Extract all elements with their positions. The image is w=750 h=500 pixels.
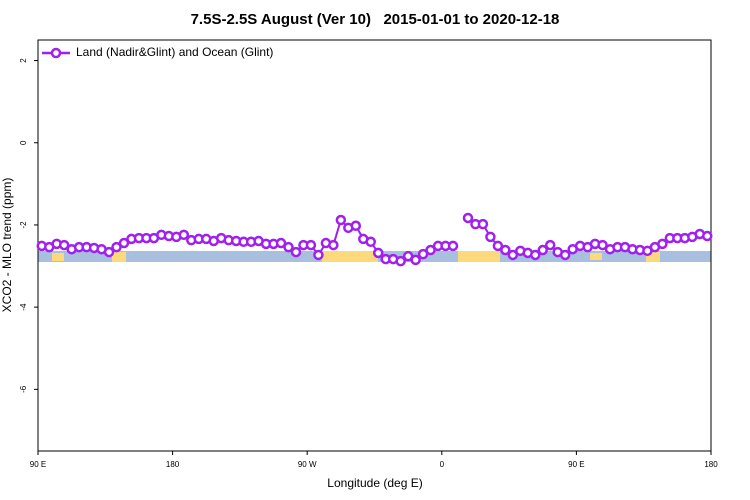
data-point	[507, 249, 519, 261]
data-point	[313, 249, 324, 261]
y-tick-label: 0	[19, 140, 28, 145]
data-point	[485, 231, 496, 243]
data-point	[275, 237, 287, 249]
data-point	[417, 248, 429, 260]
data-point	[477, 218, 489, 230]
land-band	[322, 251, 378, 262]
data-point	[410, 254, 421, 266]
y-axis-label: XCO2 - MLO trend (ppm)	[0, 178, 14, 313]
data-point	[657, 238, 668, 250]
data-point	[544, 239, 556, 251]
land-band	[458, 251, 500, 262]
data-point	[559, 249, 571, 261]
data-point	[118, 237, 130, 249]
data-point	[530, 249, 541, 261]
y-tick-label: -4	[19, 303, 28, 311]
data-point	[103, 246, 115, 258]
legend-marker	[50, 47, 62, 59]
data-point	[395, 255, 406, 267]
x-tick-label: 180	[166, 460, 180, 469]
data-point	[462, 212, 474, 224]
data-point	[178, 229, 190, 241]
data-point	[447, 240, 459, 252]
y-tick-label: -2	[19, 221, 28, 229]
data-point	[335, 214, 347, 226]
data-point	[702, 230, 713, 242]
data-point	[425, 244, 436, 256]
x-tick-label: 0	[440, 460, 445, 469]
data-point	[283, 241, 294, 253]
data-point	[58, 239, 70, 251]
data-point	[290, 246, 302, 258]
y-tick-label: -6	[19, 385, 28, 393]
data-point	[328, 239, 339, 251]
legend-label: Land (Nadir&Glint) and Ocean (Glint)	[76, 45, 273, 59]
data-point	[537, 244, 548, 256]
data-point	[305, 239, 317, 251]
x-tick-label: 180	[704, 460, 718, 469]
y-tick-label: 2	[19, 58, 28, 63]
x-tick-label: 90 E	[568, 460, 584, 469]
data-point	[492, 240, 504, 252]
x-tick-label: 90 E	[30, 460, 46, 469]
land-band	[52, 253, 64, 261]
data-point	[597, 239, 608, 251]
data-point	[372, 247, 384, 259]
land-band	[646, 252, 660, 262]
x-tick-label: 90 W	[298, 460, 317, 469]
data-point	[111, 241, 122, 253]
land-band	[590, 253, 602, 260]
land-band	[112, 252, 126, 262]
data-point	[500, 244, 511, 256]
x-axis-label: Longitude (deg E)	[327, 476, 422, 490]
data-point	[350, 220, 362, 232]
data-point	[365, 236, 377, 248]
chart-title: 7.5S-2.5S August (Ver 10) 2015-01-01 to …	[191, 11, 560, 28]
